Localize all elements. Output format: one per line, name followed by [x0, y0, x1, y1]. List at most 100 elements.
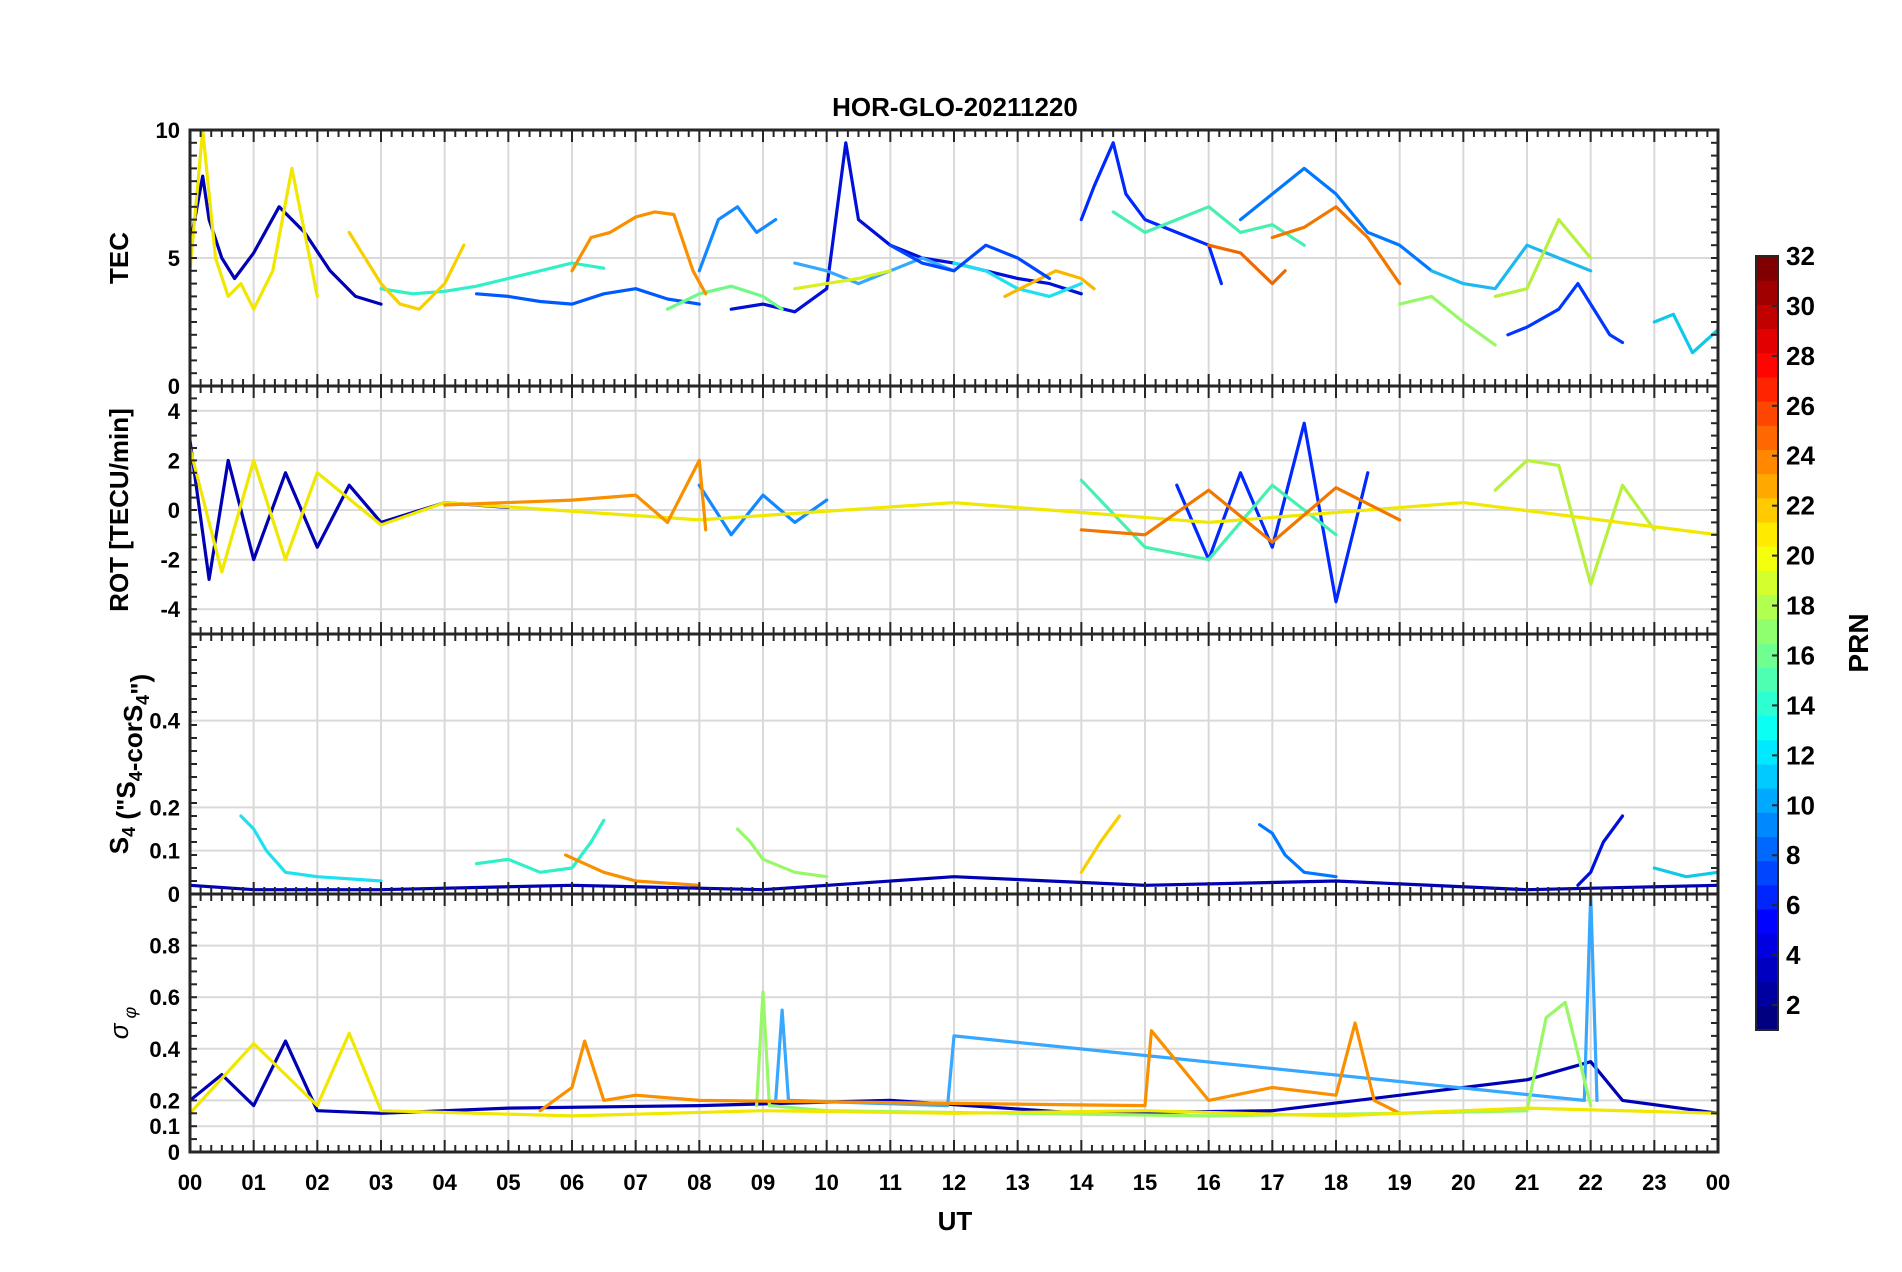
y-tick-label: 2: [168, 448, 180, 473]
x-tick-label: 16: [1196, 1170, 1220, 1195]
colorbar-segment: [1756, 981, 1778, 1007]
x-tick-label: 14: [1069, 1170, 1094, 1195]
y-axis-label: TEC: [104, 232, 134, 284]
colorbar-segment: [1756, 933, 1778, 958]
x-axis: 00 01 02 03 04 05 06 07 08 09 10 11 12 13 14 15 16 17 18 19…: [178, 1170, 1730, 1195]
x-tick-label: 07: [623, 1170, 647, 1195]
series-prn-5: [1506, 282, 1625, 345]
series-group: [190, 421, 1718, 604]
x-tick-label: 17: [1260, 1170, 1284, 1195]
colorbar-segment: [1756, 473, 1778, 499]
colorbar-segment: [1756, 909, 1778, 934]
y-tick-label: -4: [160, 597, 180, 622]
colorbar-segment: [1756, 449, 1778, 475]
colorbar-segment: [1756, 860, 1778, 886]
series-prn-2: [190, 1039, 1718, 1115]
series-prn-17: [735, 827, 829, 879]
x-tick-label: 11: [879, 1170, 902, 1195]
colorbar-tick-label: 6: [1786, 890, 1800, 920]
y-axis-label: ROT [TECU/min]: [104, 408, 134, 612]
x-tick-label: 18: [1324, 1170, 1348, 1195]
colorbar-segment: [1756, 546, 1778, 571]
x-tick-label: 10: [814, 1170, 838, 1195]
panel-sigma: 00.10.2 0.4 0.6 0.8 σ φ: [104, 892, 1720, 1165]
x-tick-label: 23: [1642, 1170, 1666, 1195]
x-tick-label: 00: [1706, 1170, 1730, 1195]
series-prn-16: [665, 284, 784, 311]
series-prn-13: [1652, 866, 1718, 879]
series-prn-10: [774, 894, 1599, 1108]
y-tick-label: 4: [168, 399, 181, 424]
y-tick-label: 5: [168, 246, 180, 271]
series-prn-6: [474, 287, 701, 306]
colorbar-segment: [1756, 497, 1778, 523]
series-prn-15: [1079, 478, 1338, 562]
series-prn-25: [1207, 243, 1287, 286]
panel-s4: 0 0.1 0.2 0.4S4 ("S4-corS4"): [104, 632, 1720, 907]
series-prn-8: [1257, 823, 1338, 879]
series-prn-11: [1429, 243, 1593, 291]
series-prn-7: [888, 243, 1052, 281]
series-group: [190, 894, 1718, 1118]
colorbar-segment: [1756, 570, 1778, 596]
panel-tec: 0 5 10 TEC: [104, 118, 1720, 399]
series-prn-2: [190, 174, 383, 306]
colorbar-tick-label: 14: [1786, 690, 1815, 720]
series-prn-24: [1270, 205, 1402, 286]
series-prn-23: [563, 853, 701, 887]
colorbar-segment: [1756, 884, 1778, 910]
colorbar-tick-label: 8: [1786, 840, 1800, 870]
x-tick-label: 20: [1451, 1170, 1475, 1195]
y-tick-label: 0.6: [149, 985, 180, 1010]
colorbar-tick-label: 4: [1786, 940, 1801, 970]
colorbar-segment: [1756, 304, 1778, 330]
y-tick-label: 0: [168, 882, 180, 907]
series-prn-23: [538, 1021, 1402, 1115]
x-tick-label: 08: [687, 1170, 711, 1195]
colorbar-tick-label: 22: [1786, 491, 1815, 521]
chart-title: HOR-GLO-20211220: [832, 92, 1078, 122]
x-tick-label: 15: [1133, 1170, 1157, 1195]
colorbar-segment: [1756, 522, 1778, 547]
series-prn-12: [239, 814, 383, 883]
y-tick-label: 0.2: [149, 1088, 180, 1113]
colorbar-segment: [1756, 328, 1778, 354]
colorbar-tick-label: 10: [1786, 790, 1815, 820]
series-prn-20: [190, 1031, 1718, 1118]
colorbar-tick-label: 26: [1786, 391, 1815, 421]
y-tick-label: 10: [156, 118, 180, 143]
colorbar-tick-label: 32: [1786, 241, 1815, 271]
x-tick-label: 03: [369, 1170, 393, 1195]
colorbar-segment: [1756, 280, 1778, 305]
x-tick-label: 00: [178, 1170, 202, 1195]
y-tick-label: 0: [168, 374, 180, 399]
x-tick-label: 13: [1005, 1170, 1029, 1195]
y-tick-label: 0.1: [149, 839, 180, 864]
y-tick-label: -2: [160, 548, 180, 573]
series-prn-19: [793, 269, 892, 291]
colorbar-segment: [1756, 425, 1778, 450]
series-prn-17: [754, 990, 1593, 1118]
y-tick-label: 0.4: [149, 709, 180, 734]
colorbar-segment: [1756, 643, 1778, 668]
series-prn-20: [190, 130, 319, 311]
x-tick-label: 02: [305, 1170, 329, 1195]
x-tick-label: 12: [942, 1170, 966, 1195]
colorbar-segment: [1756, 715, 1778, 741]
colorbar-segment: [1756, 667, 1778, 692]
colorbar-segment: [1756, 401, 1778, 426]
colorbar-segment: [1756, 691, 1778, 717]
x-tick-label: 21: [1515, 1170, 1539, 1195]
series-prn-14: [474, 818, 606, 874]
series-prn-13: [1652, 312, 1718, 355]
colorbar-tick-label: 2: [1786, 990, 1800, 1020]
series-prn-15: [1111, 205, 1306, 247]
x-tick-label: 04: [432, 1170, 457, 1195]
y-tick-label: 0.1: [149, 1114, 180, 1139]
x-tick-label: 22: [1578, 1170, 1602, 1195]
x-tick-label: 19: [1387, 1170, 1411, 1195]
series-prn-21: [1079, 814, 1122, 874]
series-prn-9: [697, 205, 778, 273]
colorbar-segment: [1756, 618, 1778, 644]
